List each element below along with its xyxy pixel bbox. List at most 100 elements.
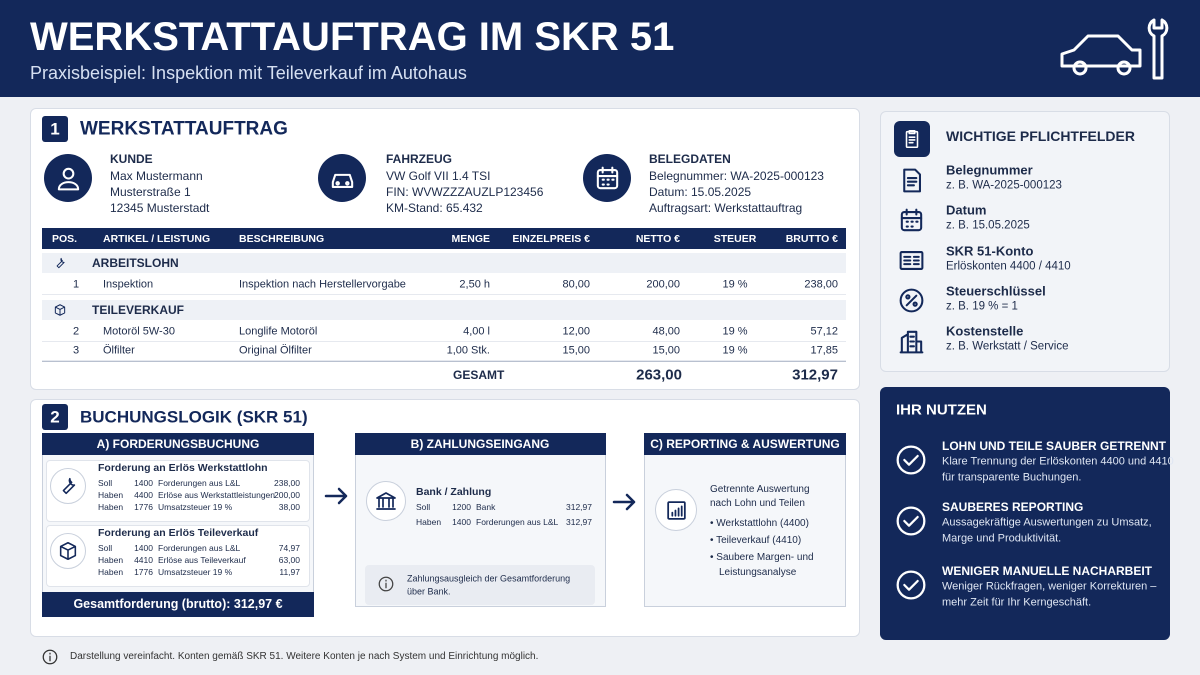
table-cell: 57,12: [810, 325, 838, 338]
box-header: [42, 433, 314, 455]
arrow-glyph: [324, 487, 348, 505]
booking-side: Haben: [98, 554, 124, 565]
icon-glyph: [899, 251, 923, 271]
footer-icon: [40, 647, 60, 667]
field-title: SKR 51-Konto: [946, 243, 1034, 259]
box-footer: [42, 592, 314, 617]
booking-account: 1400: [134, 477, 153, 488]
flow-arrow: [324, 486, 350, 506]
icon-glyph: [56, 257, 65, 269]
entry-icon: [366, 481, 406, 521]
group-row: [42, 300, 846, 320]
table-cell: 19 %: [722, 325, 748, 338]
booking-text: Forderungen aus L&L: [158, 477, 241, 488]
icon-glyph: [896, 506, 926, 536]
benefit-icon: [893, 442, 929, 478]
table-cell: Motoröl 5W-30: [103, 325, 175, 338]
note-icon: [376, 574, 396, 594]
total-brutto: 312,97: [792, 366, 838, 384]
booking-account: 1776: [134, 566, 153, 577]
table-cell: 15,00: [562, 344, 590, 357]
info-label: BELEGDATEN: [649, 152, 731, 166]
table-cell: 200,00: [646, 278, 680, 291]
booking-text: Umsatzsteuer 19 %: [158, 566, 233, 577]
info-label: FAHRZEUG: [386, 152, 452, 166]
entry-title: Forderung an Erlös Werkstattlohn: [98, 461, 268, 474]
entry-title: Bank / Zahlung: [416, 485, 492, 498]
info-line: Musterstraße 1: [110, 185, 191, 199]
table-cell: Inspektion nach Herstellervorgabe: [239, 278, 406, 291]
order-panel: [30, 108, 860, 390]
icon-glyph: [902, 168, 921, 192]
column-header: STEUER: [713, 232, 757, 245]
info-line: KM-Stand: 65.432: [386, 201, 483, 215]
c-text: nach Lohn und Teilen: [710, 498, 805, 509]
benefit-icon: [893, 503, 929, 539]
field-icon: [895, 204, 927, 236]
c-bullet: • Werkstattlohn (4400): [710, 518, 809, 529]
info-icon: [44, 154, 92, 202]
column-header: EINZELPREIS €: [512, 232, 590, 245]
icon-glyph: [899, 288, 923, 313]
field-text: z. B. WA-2025-000123: [946, 179, 1062, 192]
table-cell: Inspektion: [103, 278, 154, 291]
icon-glyph: [376, 492, 396, 510]
icon-glyph: [62, 477, 76, 495]
logo-glyph: [1060, 18, 1169, 80]
booking-amount: 312,97: [566, 516, 592, 527]
field-title: Steuerschlüssel: [946, 283, 1046, 299]
c-bullet: Leistungsanalyse: [719, 567, 797, 578]
field-text: z. B. Werkstatt / Service: [946, 340, 1069, 353]
booking-account: 1400: [134, 542, 153, 553]
icon-glyph: [905, 129, 919, 149]
benefit-text: Aussagekräftige Auswertungen zu Umsatz,: [942, 516, 1152, 529]
column-header: POS.: [52, 232, 78, 245]
total-netto: 263,00: [636, 366, 682, 384]
footer-note: Darstellung vereinfacht. Konten gemäß SK…: [70, 651, 539, 662]
info-line: Datum: 15.05.2025: [649, 185, 752, 199]
section-title: BUCHUNGSLOGIK (SKR 51): [80, 407, 308, 427]
booking-account: 4400: [134, 489, 153, 500]
field-title: Kostenstelle: [946, 323, 1024, 339]
icon-glyph: [378, 576, 394, 592]
info-line: Belegnummer: WA-2025-000123: [649, 169, 824, 183]
booking-account: 1200: [452, 501, 471, 512]
table-cell: 17,85: [810, 344, 838, 357]
entry-icon: [50, 468, 86, 504]
table-cell: 3: [72, 344, 80, 357]
table-cell: 19 %: [722, 278, 748, 291]
field-icon: [895, 285, 927, 317]
icon-glyph: [42, 649, 58, 665]
benefit-text: Weniger Rückfragen, weniger Korrekturen …: [942, 580, 1157, 593]
row-divider: [42, 341, 846, 342]
page-subtitle: Praxisbeispiel: Inspektion mit Teileverk…: [30, 63, 467, 83]
benefits-title: IHR NUTZEN: [896, 401, 987, 419]
column-header: BESCHREIBUNG: [239, 232, 325, 245]
field-icon: [895, 325, 927, 357]
table-cell: 48,00: [652, 325, 680, 338]
info-line: Auftragsart: Werkstattauftrag: [649, 201, 803, 215]
table-cell: 4,00 l: [463, 325, 490, 338]
booking-account: 1400: [452, 516, 471, 527]
booking-amount: 38,00: [278, 501, 300, 512]
c-bullet: • Teileverkauf (4410): [710, 535, 802, 546]
fields-icon: [894, 121, 930, 157]
box-footer-text: Gesamtforderung (brutto): 312,97 €: [73, 596, 283, 611]
benefit-title: SAUBERES REPORTING: [942, 500, 1084, 514]
field-title: Datum: [946, 202, 987, 218]
section-number: 2: [50, 407, 60, 427]
icon-glyph: [57, 167, 79, 190]
field-text: z. B. 15.05.2025: [946, 219, 1030, 232]
note-text: über Bank.: [407, 586, 451, 597]
group-icon: [52, 302, 68, 318]
booking-entry: [46, 525, 310, 587]
entry-icon: [50, 533, 86, 569]
row-divider: [42, 294, 846, 295]
info-icon: [583, 154, 631, 202]
field-title: Belegnummer: [946, 162, 1033, 178]
table-cell: Original Ölfilter: [239, 344, 312, 357]
field-text: Erlöskonten 4400 / 4410: [946, 259, 1071, 272]
booking-entry: [46, 460, 310, 522]
